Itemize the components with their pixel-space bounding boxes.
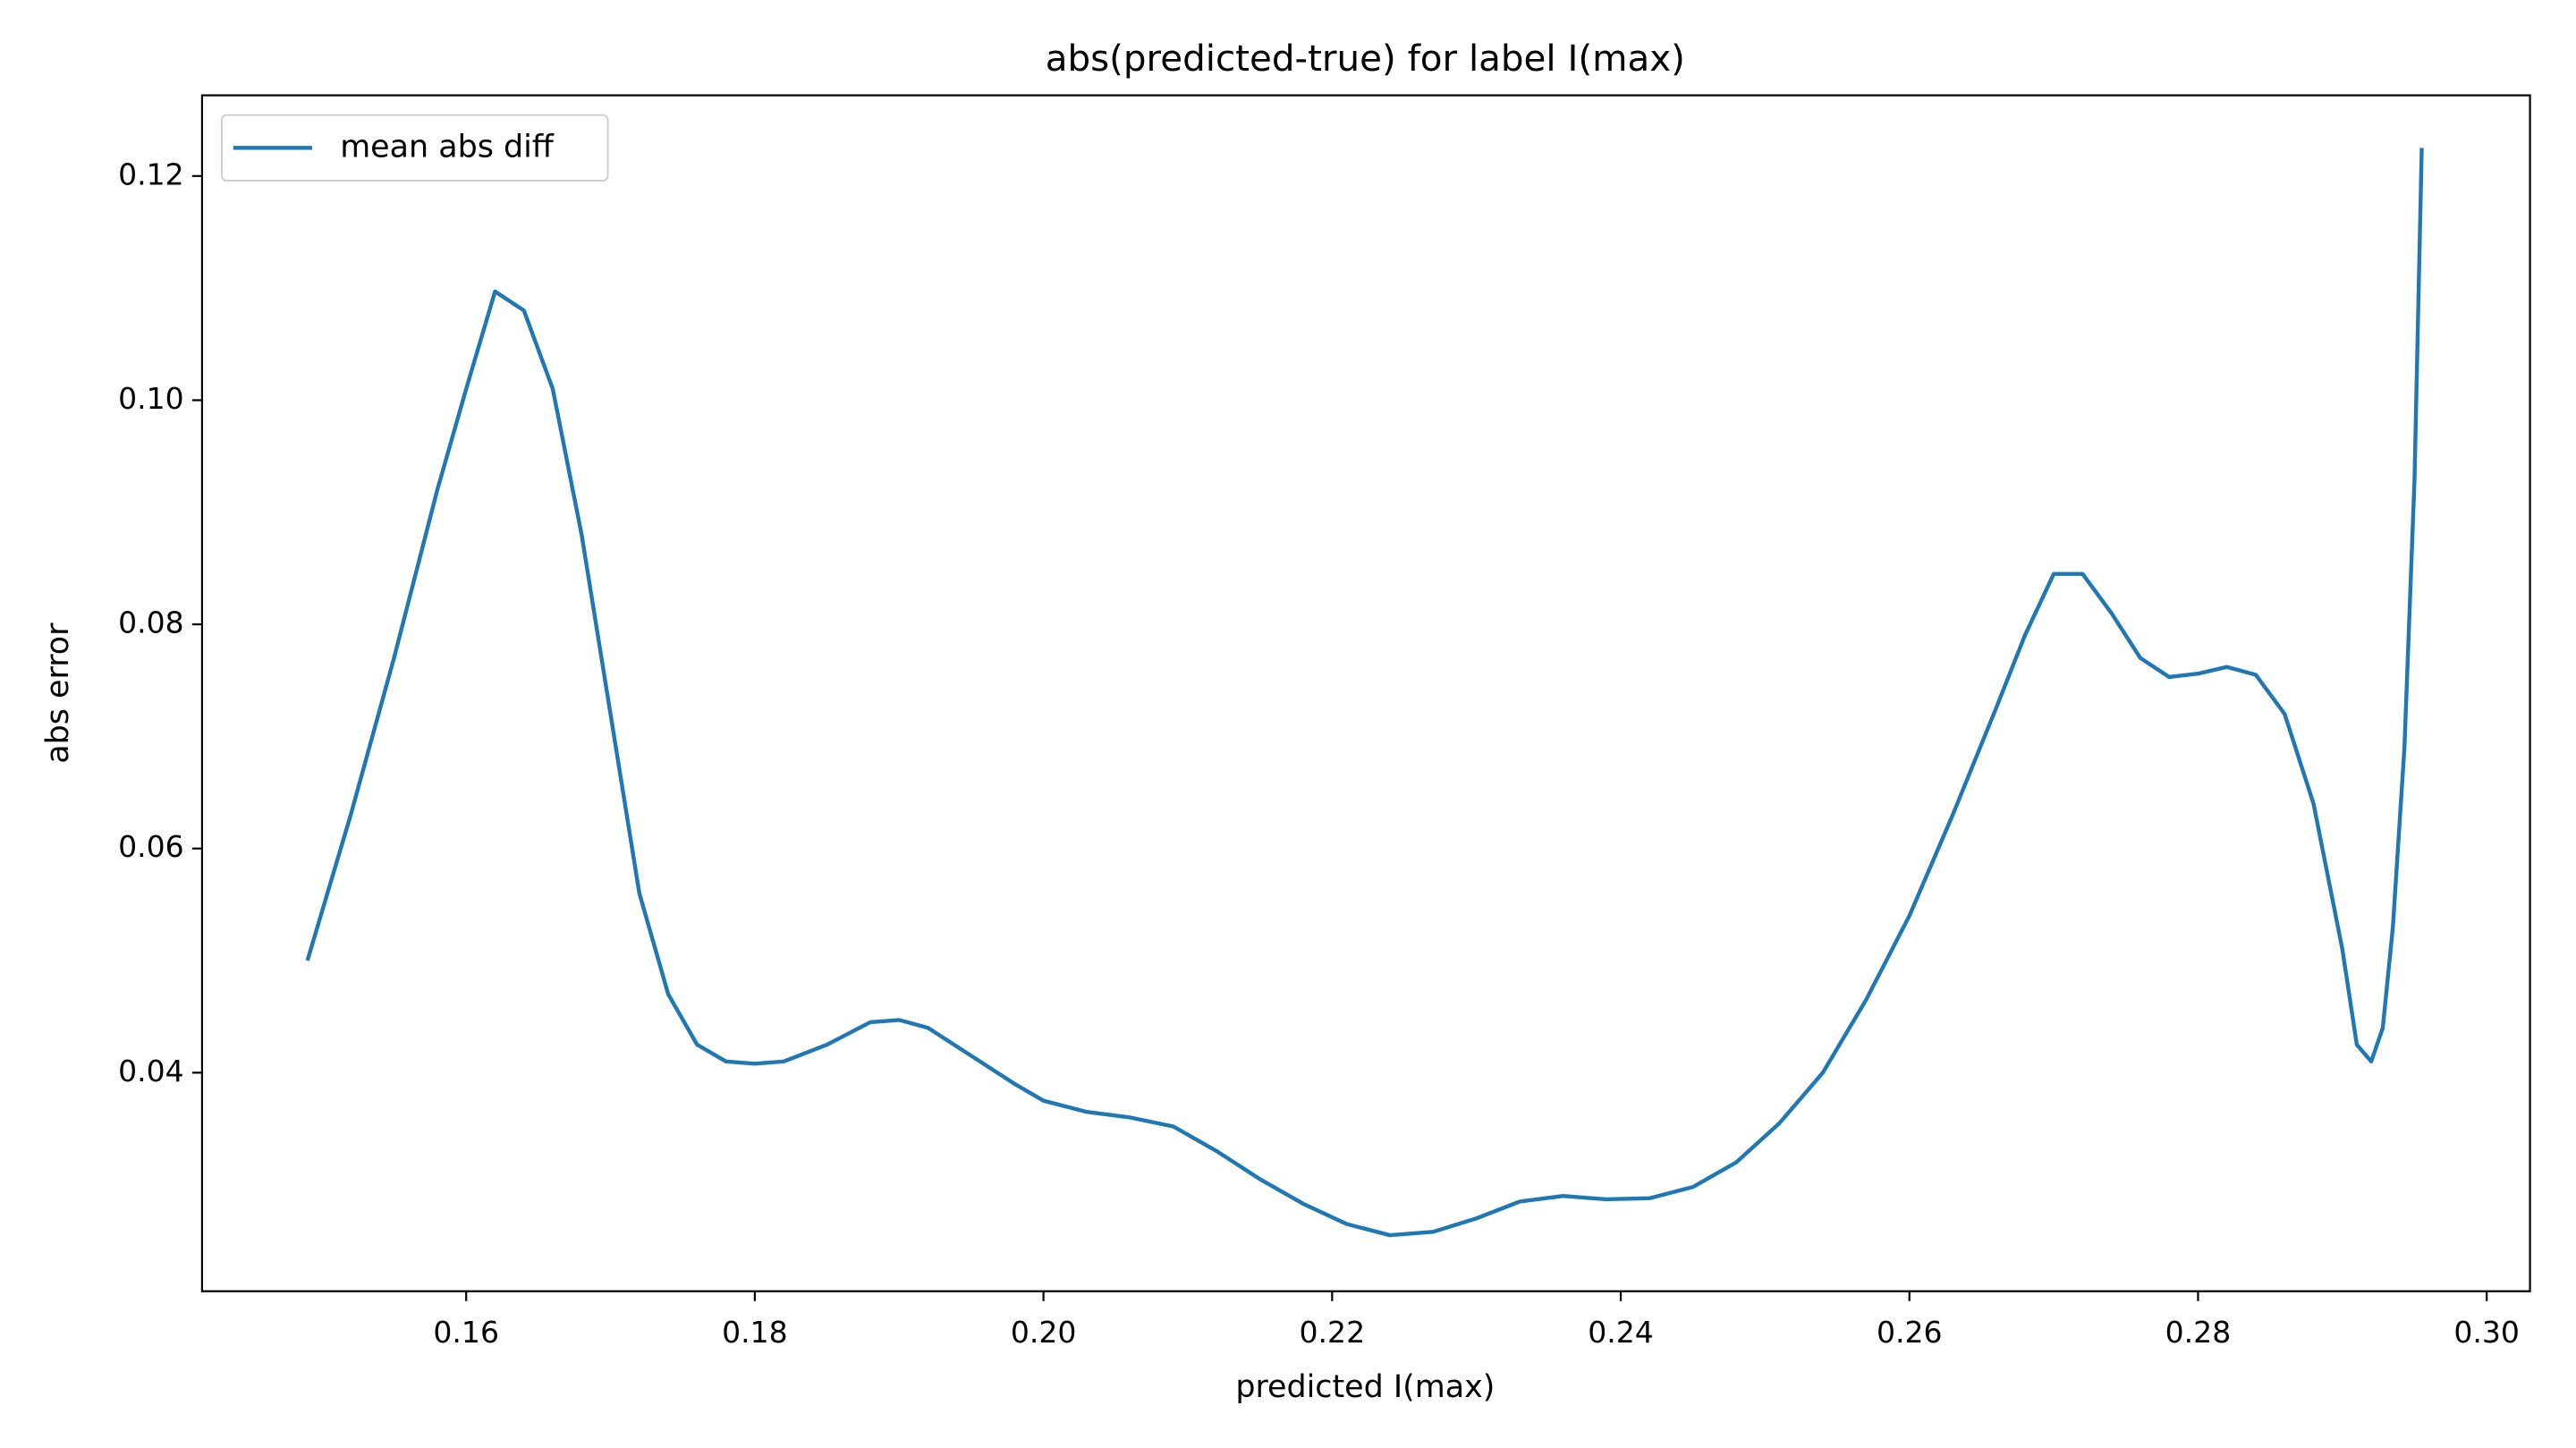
plot-frame: [200, 94, 2531, 1292]
y-tick-label: 0.04: [118, 1054, 184, 1088]
legend-label: mean abs diff: [340, 129, 555, 165]
x-tick-label: 0.16: [433, 1315, 499, 1350]
chart-title: abs(predicted-true) for label I(max): [1046, 37, 1685, 80]
y-tick-label: 0.08: [118, 605, 184, 640]
x-tick-label: 0.26: [1877, 1315, 1943, 1350]
x-tick-label: 0.20: [1011, 1315, 1077, 1350]
x-axis-label: predicted I(max): [1235, 1369, 1495, 1405]
legend-box: [221, 114, 609, 182]
x-tick-label: 0.24: [1588, 1315, 1654, 1350]
x-tick-label: 0.18: [722, 1315, 788, 1350]
y-axis-label: abs error: [40, 622, 76, 764]
x-tick-label: 0.28: [2165, 1315, 2232, 1350]
y-tick-label: 0.06: [118, 829, 184, 864]
x-tick-label: 0.30: [2453, 1315, 2520, 1350]
y-tick-label: 0.12: [118, 157, 184, 191]
y-tick-label: 0.10: [118, 381, 184, 416]
x-tick-label: 0.22: [1300, 1315, 1366, 1350]
data-line: [305, 148, 2424, 1238]
